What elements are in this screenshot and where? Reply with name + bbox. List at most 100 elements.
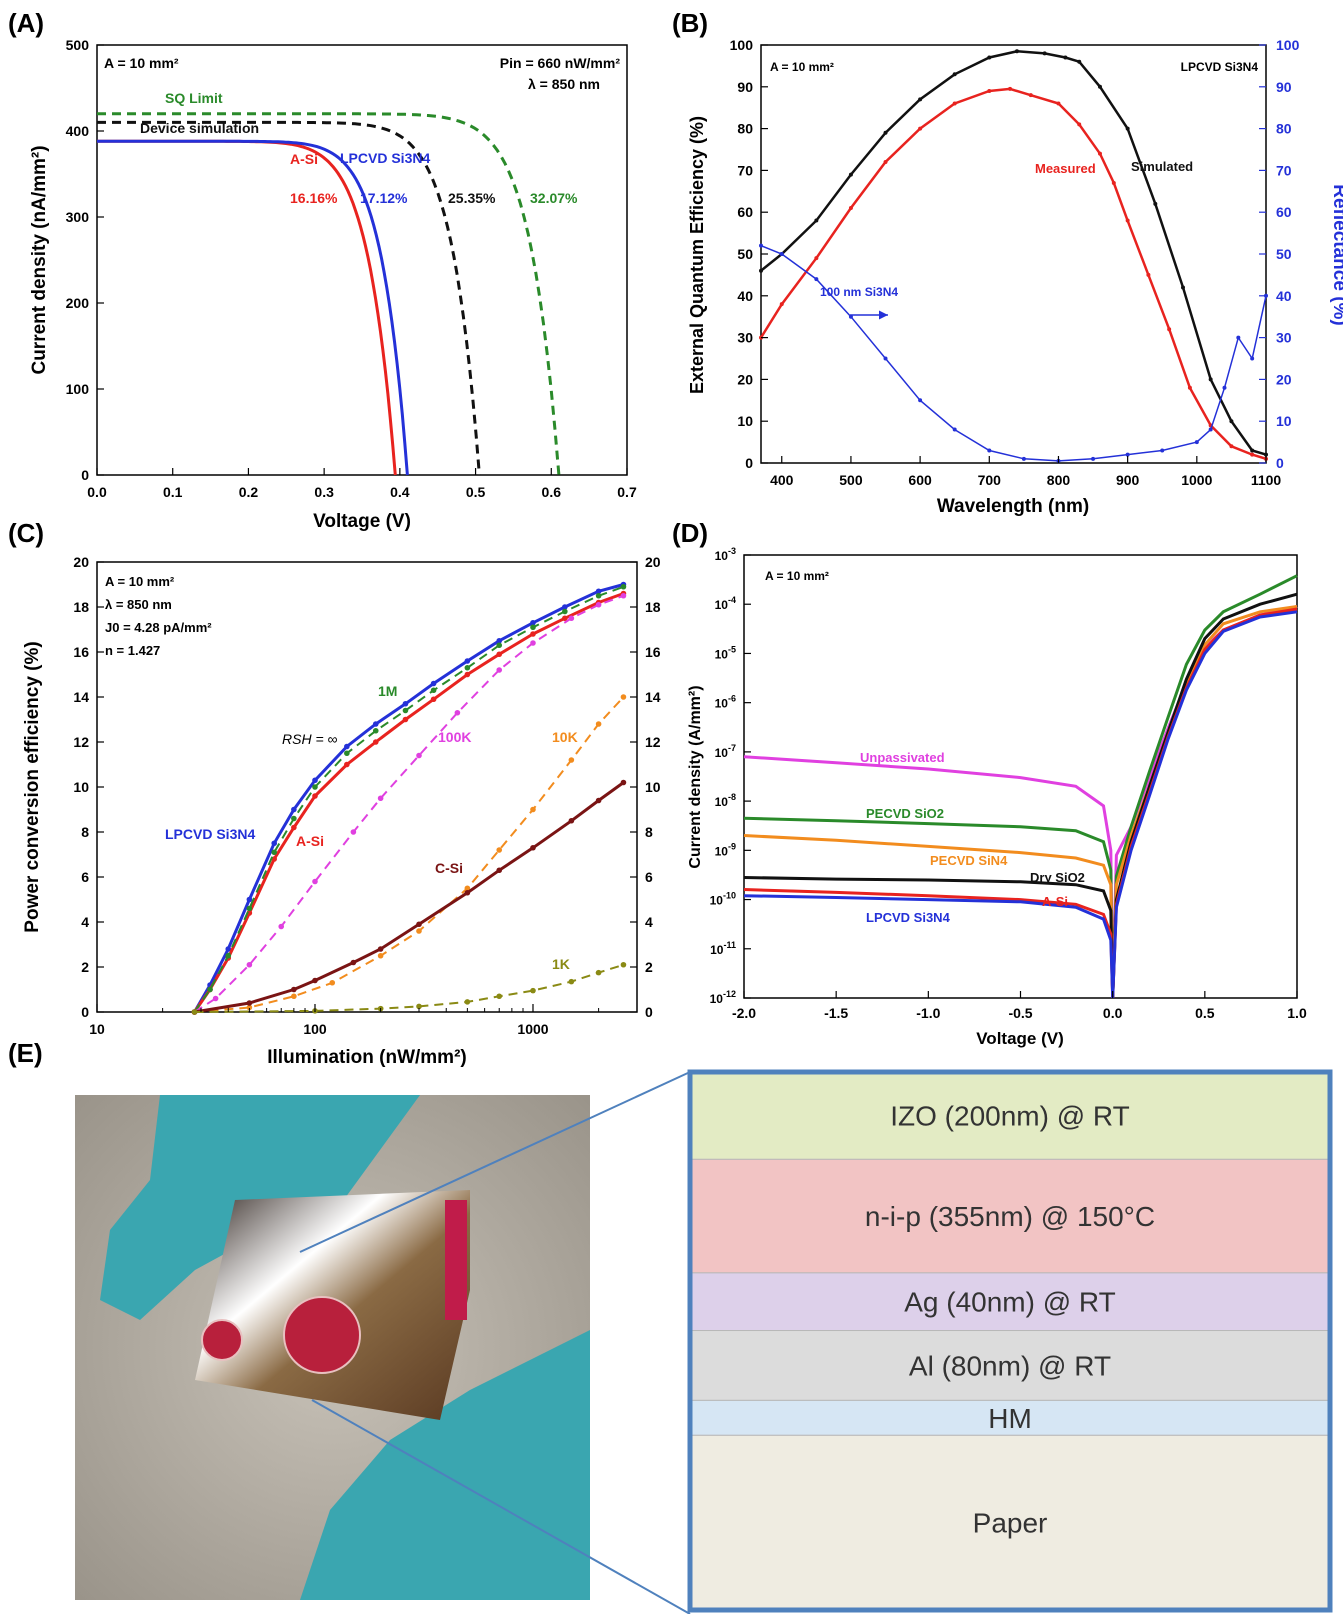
data-point-c-0 bbox=[344, 743, 350, 750]
annotation-area-a: A = 10 mm² bbox=[104, 55, 179, 71]
data-point-c-2 bbox=[372, 727, 379, 734]
data-point-c-5 bbox=[312, 977, 318, 984]
layer-1 bbox=[689, 1158, 1331, 1274]
y-tick-label-c: 2 bbox=[81, 959, 89, 975]
data-point-b-0 bbox=[952, 72, 957, 77]
data-point-b-1 bbox=[987, 88, 992, 93]
chart-a: 0.0 0.1 0.2 0.3 0.4 0.5 0.6 0.7 0 100 200 300 400 50… bbox=[29, 37, 637, 532]
layer-label-1: n-i-p (355nm) @ 150°C bbox=[865, 1201, 1155, 1232]
data-point-b-0 bbox=[848, 172, 853, 177]
data-point-c-3 bbox=[416, 752, 422, 759]
series-line-d-4 bbox=[743, 607, 1298, 999]
label-asi-a: A-Si bbox=[290, 151, 318, 167]
x-tick-label-c: 100 bbox=[303, 1021, 327, 1037]
label-measured: Measured bbox=[1035, 161, 1096, 176]
layer-label-5: Paper bbox=[973, 1508, 1048, 1539]
y2-tick-label-b: 90 bbox=[1276, 79, 1292, 95]
data-point-c-5 bbox=[416, 921, 422, 928]
label-1m: 1M bbox=[378, 683, 397, 699]
panel-label-e: (E) bbox=[8, 1038, 43, 1068]
data-point-c-3 bbox=[377, 795, 384, 802]
data-point-c-2 bbox=[207, 986, 213, 993]
data-point-c-3 bbox=[496, 667, 503, 673]
data-point-b-2 bbox=[987, 448, 992, 453]
y2-tick-label-b: 70 bbox=[1276, 162, 1292, 178]
y2-tick-label-c: 12 bbox=[645, 734, 661, 750]
series-line-c-1 bbox=[193, 592, 625, 1013]
data-point-c-1 bbox=[402, 716, 409, 723]
data-point-b-1 bbox=[1187, 385, 1192, 390]
data-point-c-0 bbox=[464, 658, 471, 664]
x-axis-label-c: Illumination (nW/mm²) bbox=[267, 1047, 466, 1068]
data-point-b-1 bbox=[1125, 218, 1130, 223]
annotation-area-d: A = 10 mm² bbox=[765, 569, 829, 583]
data-point-b-1 bbox=[952, 101, 957, 106]
data-point-b-2 bbox=[952, 427, 957, 432]
layer-4 bbox=[689, 1399, 1331, 1436]
connector-top bbox=[299, 1071, 691, 1253]
layer-stack: IZO (200nm) @ RT n-i-p (355nm) @ 150°C Ag … bbox=[687, 1069, 1333, 1613]
y2-tick-label-b: 50 bbox=[1276, 246, 1292, 262]
y-tick-label-c: 20 bbox=[73, 554, 89, 570]
data-point-c-5 bbox=[496, 867, 503, 874]
data-point-b-1 bbox=[779, 302, 784, 307]
data-point-b-2 bbox=[883, 356, 888, 361]
y2-tick-label-b: 30 bbox=[1276, 330, 1292, 346]
y-tick-label-c: 4 bbox=[81, 914, 89, 930]
x-axis-label-b: Wavelength (nm) bbox=[937, 496, 1089, 517]
y-axis-label-d: Current density (A/mm²) bbox=[687, 685, 704, 868]
x-tick-label-b: 900 bbox=[1116, 472, 1140, 488]
data-point-c-3 bbox=[278, 923, 285, 930]
data-point-b-0 bbox=[1077, 59, 1082, 64]
y-tick-label-a: 200 bbox=[66, 295, 90, 311]
x-tick-label-a: 0.4 bbox=[390, 484, 410, 500]
plot-frame-a bbox=[96, 44, 628, 476]
x-tick-label-d: -1.5 bbox=[824, 1005, 848, 1021]
x-tick-label-d: 1.0 bbox=[1287, 1005, 1307, 1021]
data-point-b-2 bbox=[1091, 456, 1096, 461]
label-pecvd-sio2: PECVD SiO2 bbox=[866, 806, 944, 821]
data-point-c-3 bbox=[620, 592, 627, 599]
data-point-c-3 bbox=[312, 878, 318, 885]
x-tick-label-c: 10 bbox=[89, 1021, 105, 1037]
panel-label-d: (D) bbox=[672, 518, 708, 548]
data-point-b-0 bbox=[1208, 377, 1213, 382]
data-point-c-0 bbox=[402, 700, 409, 707]
data-point-c-2 bbox=[402, 707, 409, 714]
x-tick-label-d: -1.0 bbox=[916, 1005, 940, 1021]
label-device-sim: Device simulation bbox=[140, 120, 259, 136]
data-point-b-2 bbox=[1125, 452, 1130, 457]
data-point-b-0 bbox=[1153, 201, 1158, 206]
data-point-c-0 bbox=[291, 806, 297, 813]
data-point-c-4 bbox=[620, 694, 627, 700]
y-tick-label-b: 40 bbox=[737, 288, 753, 304]
data-point-c-4 bbox=[595, 721, 602, 727]
annotation-area-b: A = 10 mm² bbox=[770, 60, 834, 74]
data-point-b-1 bbox=[1111, 180, 1116, 185]
x-tick-label-a: 0.0 bbox=[87, 484, 107, 500]
data-point-c-5 bbox=[530, 844, 536, 851]
data-point-c-3 bbox=[568, 615, 575, 622]
data-point-b-2 bbox=[1250, 356, 1255, 361]
data-point-c-4 bbox=[568, 757, 575, 763]
label-asi-d: A-Si bbox=[1042, 894, 1068, 909]
series-line-d-0 bbox=[743, 605, 1298, 999]
x-tick-label-a: 0.1 bbox=[163, 484, 183, 500]
data-point-c-6 bbox=[416, 1003, 422, 1010]
x-tick-label-a: 0.7 bbox=[617, 484, 637, 500]
panel-label-a: (A) bbox=[8, 8, 44, 38]
data-point-c-4 bbox=[329, 979, 336, 986]
data-point-b-1 bbox=[1250, 452, 1255, 457]
data-point-b-0 bbox=[1229, 419, 1234, 424]
cell-edge bbox=[445, 1200, 467, 1320]
data-point-b-2 bbox=[779, 252, 784, 256]
data-point-b-0 bbox=[918, 97, 923, 102]
data-point-b-1 bbox=[1097, 151, 1102, 156]
x-tick-label-d: -2.0 bbox=[732, 1005, 756, 1021]
annotation-n: n = 1.427 bbox=[105, 643, 160, 658]
data-point-b-1 bbox=[1028, 93, 1033, 98]
chart-d: -2.0 -1.5 -1.0 -0.5 0.0 0.5 1.0 10-12 10-11 10-1… bbox=[687, 546, 1307, 1048]
x-axis-label-d: Voltage (V) bbox=[976, 1029, 1064, 1048]
annotation-lpcvd-b: LPCVD Si3N4 bbox=[1181, 60, 1259, 74]
